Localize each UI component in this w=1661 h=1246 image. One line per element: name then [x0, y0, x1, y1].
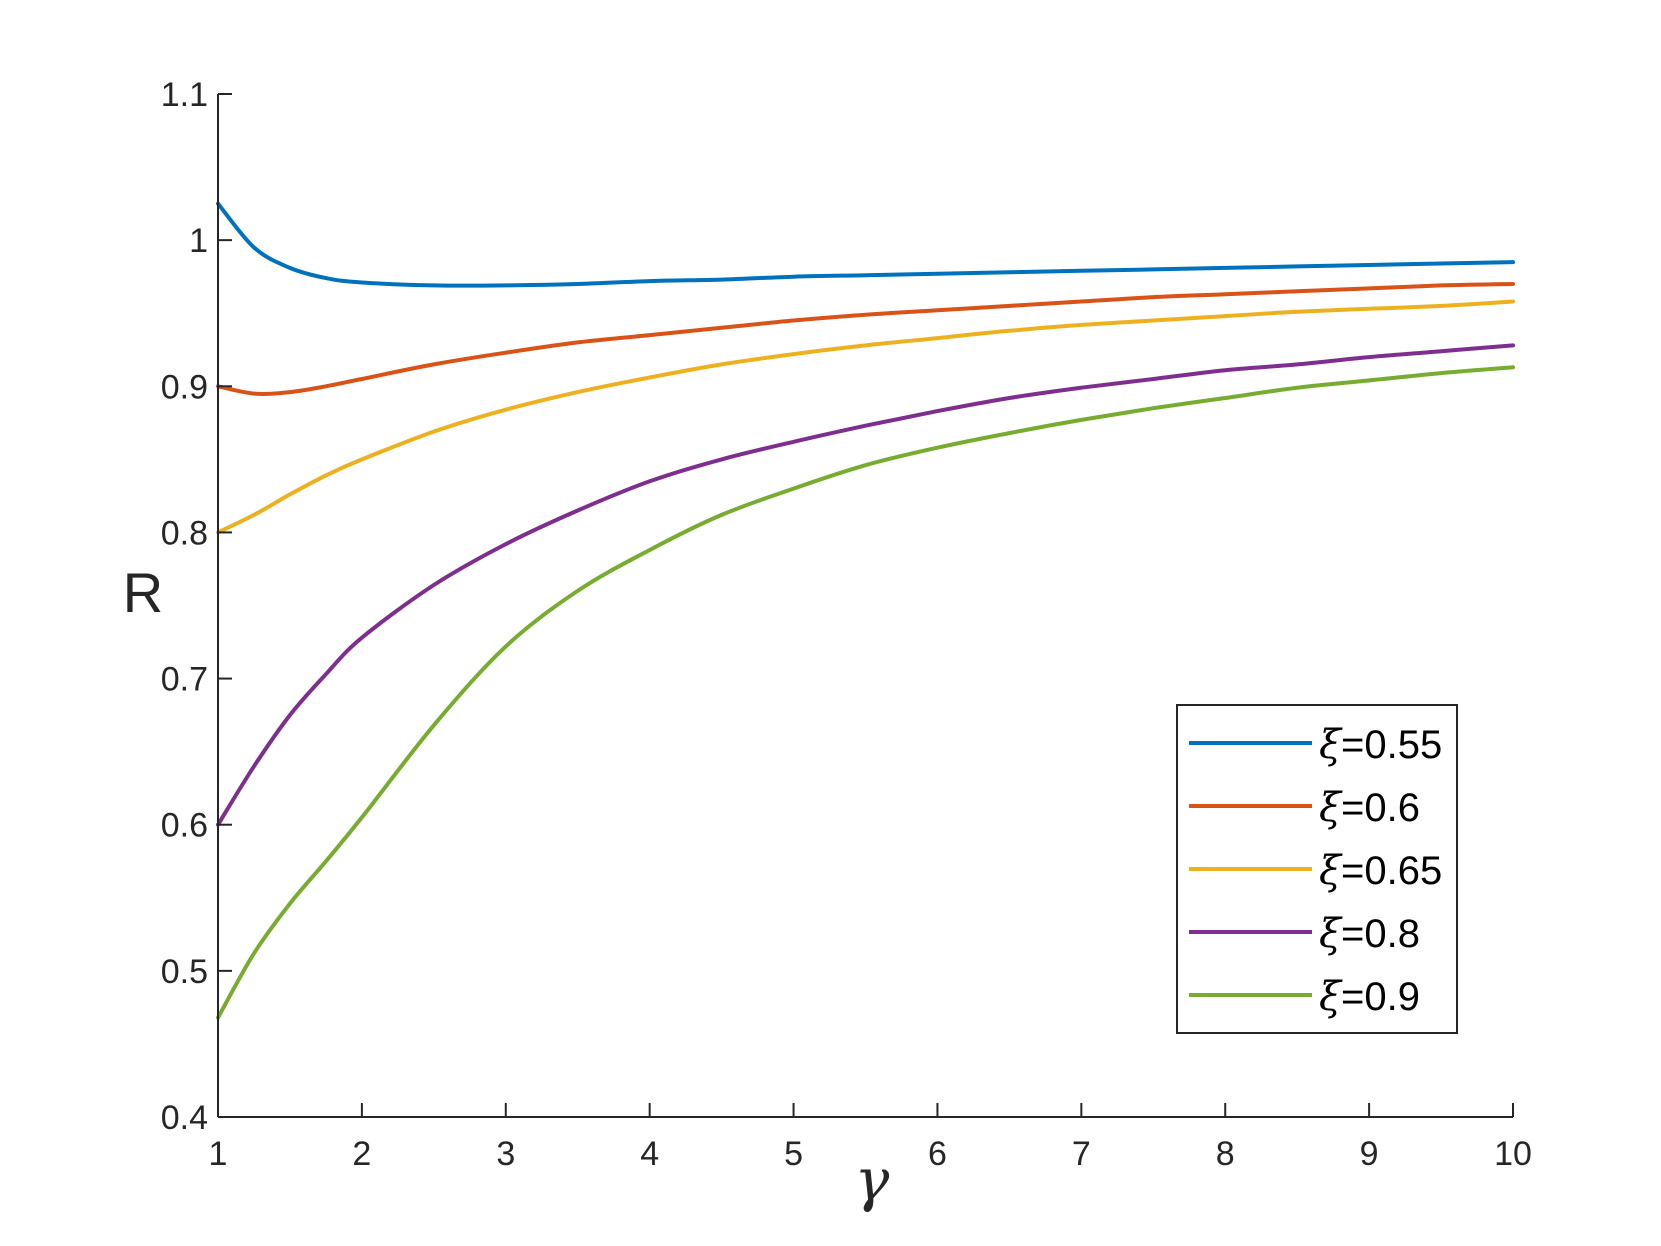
y-tick-label: 0.4: [161, 1099, 208, 1137]
legend-symbol: ξ: [1319, 785, 1343, 831]
series-line-1: [216, 201, 1515, 288]
legend-value: =0.6: [1341, 786, 1420, 830]
series-layer: [216, 201, 1515, 1020]
x-tick-label: 2: [352, 1135, 371, 1173]
axes-layer: [217, 94, 1513, 1118]
legend-entry-3: ξ=0.65: [1319, 848, 1442, 894]
legend-value: =0.55: [1341, 723, 1442, 767]
ticks-layer: 1 2 3 4 5 6 7 8 9 10 0.4 0.5 0.6 0.7 0.8 0.9 1 1.1: [161, 76, 1532, 1173]
x-tick-label: 6: [928, 1135, 947, 1173]
x-tick-label: 4: [640, 1135, 659, 1173]
legend-symbol: ξ: [1319, 848, 1343, 894]
legend-value: =0.9: [1341, 975, 1420, 1019]
x-tick-label: 10: [1494, 1135, 1532, 1173]
x-tick-label: 1: [209, 1135, 228, 1173]
y-tick-label: 0.5: [161, 953, 208, 991]
legend-entry-4: ξ=0.8: [1319, 911, 1420, 957]
series-line-5: [216, 365, 1515, 1020]
series-line-4: [216, 343, 1515, 827]
x-tick-label: 9: [1360, 1135, 1379, 1173]
legend-symbol: ξ: [1319, 722, 1343, 768]
y-tick-label: 0.6: [161, 807, 208, 845]
series-line-3: [216, 299, 1515, 535]
legend-entry-1: ξ=0.55: [1319, 722, 1442, 768]
y-tick-label: 0.7: [161, 661, 208, 699]
x-tick-label: 3: [496, 1135, 515, 1173]
x-tick-label: 5: [784, 1135, 803, 1173]
legend-symbol: ξ: [1319, 974, 1343, 1020]
legend: ξ=0.55ξ=0.6ξ=0.65ξ=0.8ξ=0.9: [1176, 704, 1458, 1034]
x-tick-label: 8: [1216, 1135, 1235, 1173]
legend-entry-2: ξ=0.6: [1319, 785, 1420, 831]
legend-entry-5: ξ=0.9: [1319, 974, 1420, 1020]
y-tick-label: 1: [189, 222, 208, 260]
x-axis-label: γ: [855, 1146, 890, 1214]
legend-value: =0.8: [1341, 912, 1420, 956]
x-tick-label: 7: [1072, 1135, 1091, 1173]
legend-value: =0.65: [1341, 849, 1442, 893]
y-tick-label: 1.1: [161, 76, 208, 114]
y-tick-label: 0.9: [161, 368, 208, 406]
y-axis-label: R: [123, 561, 163, 624]
y-tick-label: 0.8: [161, 514, 208, 552]
legend-symbol: ξ: [1319, 911, 1343, 957]
series-line-2: [216, 282, 1515, 396]
